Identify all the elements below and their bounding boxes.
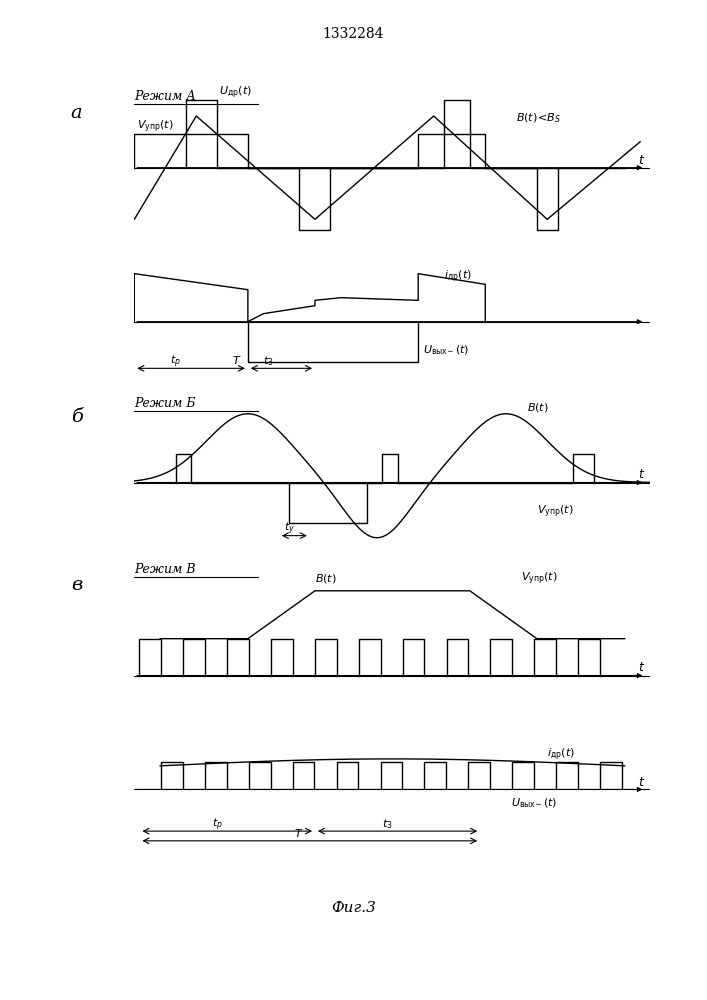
Text: $T$: $T$ (294, 827, 304, 839)
Text: $T$: $T$ (233, 354, 242, 366)
Text: $t_p$: $t_p$ (170, 354, 182, 370)
Text: $t$: $t$ (638, 468, 645, 481)
Text: $t_3$: $t_3$ (382, 817, 392, 831)
Text: $V_{\rm упр}(t)$: $V_{\rm упр}(t)$ (521, 571, 558, 587)
Text: $i_{\rm др}(t)$: $i_{\rm др}(t)$ (444, 268, 472, 285)
Text: $V_{\rm упр}(t)$: $V_{\rm упр}(t)$ (137, 118, 174, 135)
Text: $B(t)$: $B(t)$ (315, 572, 337, 585)
Text: б: б (71, 408, 83, 426)
Text: $t_p$: $t_p$ (212, 816, 223, 833)
Text: Режим А: Режим А (134, 90, 197, 103)
Text: $t$: $t$ (638, 661, 645, 674)
Text: $i_{\rm др}(t)$: $i_{\rm др}(t)$ (547, 747, 575, 763)
Text: $B(t)\!<\!B_S$: $B(t)\!<\!B_S$ (516, 111, 561, 125)
Text: 1332284: 1332284 (323, 27, 384, 41)
Text: $B(t)$: $B(t)$ (527, 401, 549, 414)
Text: $t_y$: $t_y$ (284, 520, 295, 537)
Text: а: а (71, 104, 82, 122)
Text: $t_3$: $t_3$ (263, 354, 274, 368)
Text: $U_{\rm вых\!\sim}(t)$: $U_{\rm вых\!\sim}(t)$ (511, 796, 557, 810)
Text: Фиг.3: Фиг.3 (331, 901, 376, 915)
Text: $V_{\rm упр}(t)$: $V_{\rm упр}(t)$ (537, 503, 573, 520)
Text: $U_{\rm вых\!\sim}(t)$: $U_{\rm вых\!\sim}(t)$ (423, 344, 469, 357)
Text: Режим Б: Режим Б (134, 397, 196, 410)
Text: $t$: $t$ (638, 154, 645, 167)
Text: в: в (71, 576, 82, 594)
Text: $U_{\rm др}(t)$: $U_{\rm др}(t)$ (219, 85, 252, 101)
Text: $t$: $t$ (638, 776, 645, 789)
Text: Режим В: Режим В (134, 563, 196, 576)
